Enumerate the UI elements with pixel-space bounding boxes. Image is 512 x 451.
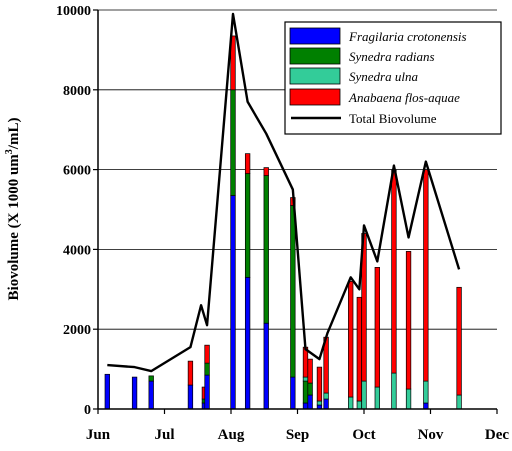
bar-segment-synedra-ulna xyxy=(423,380,429,404)
legend: Fragilaria crotonensis Synedra radians Syn… xyxy=(284,21,502,135)
bar-segment-synedra-ulna xyxy=(391,372,397,410)
bar-stacks xyxy=(104,35,462,410)
bar-stack xyxy=(104,373,110,410)
y-tick-label: 2000 xyxy=(63,323,91,338)
bar-segment-anabaena-flos-aquae xyxy=(263,167,269,176)
bar-segment-fragilaria-crotonensis xyxy=(230,195,236,410)
bar-segment-anabaena-flos-aquae xyxy=(230,35,236,91)
bar-segment-anabaena-flos-aquae xyxy=(423,169,429,382)
bar-stack xyxy=(187,360,194,410)
x-tick-label: Sep xyxy=(286,427,309,443)
y-axis-title-superscript: 3 xyxy=(4,149,15,154)
bar-segment-fragilaria-crotonensis xyxy=(307,394,313,410)
bar-stack xyxy=(405,251,412,410)
bar-segment-synedra-ulna xyxy=(361,380,367,410)
x-tick-label: Nov xyxy=(418,427,444,443)
y-axis-title: Biovolume (X 1000 um3/mL) xyxy=(4,118,22,301)
bar-stack xyxy=(423,169,429,410)
bar-stack xyxy=(374,267,380,410)
bar-segment-synedra-radians xyxy=(290,205,296,378)
y-tick-label: 10000 xyxy=(56,4,91,19)
bar-segment-anabaena-flos-aquae xyxy=(348,280,354,398)
x-tick-label: Jul xyxy=(154,427,174,443)
bar-stack xyxy=(391,169,397,410)
bar-segment-fragilaria-crotonensis xyxy=(244,276,251,410)
bar-segment-synedra-radians xyxy=(204,362,210,376)
legend-label-total-biovolume: Total Biovolume xyxy=(349,111,437,126)
bar-segment-fragilaria-crotonensis xyxy=(290,376,296,410)
bar-segment-fragilaria-crotonensis xyxy=(148,380,154,410)
bar-segment-synedra-radians xyxy=(148,375,154,382)
bar-stack xyxy=(456,286,462,410)
bar-stack xyxy=(307,358,313,410)
legend-swatch-synedra-radians xyxy=(289,47,341,65)
legend-label-synedra-radians: Synedra radians xyxy=(349,49,435,64)
bar-segment-anabaena-flos-aquae xyxy=(316,366,323,402)
bar-segment-synedra-ulna xyxy=(302,376,309,382)
bar-segment-anabaena-flos-aquae xyxy=(244,153,251,174)
bar-segment-synedra-radians xyxy=(302,380,309,404)
bar-segment-anabaena-flos-aquae xyxy=(391,169,397,374)
bar-segment-synedra-ulna xyxy=(456,394,462,410)
legend-swatch-fragilaria-crotonensis xyxy=(289,27,341,45)
bar-stack xyxy=(131,376,138,410)
y-tick-label: 4000 xyxy=(63,243,91,258)
bar-segment-fragilaria-crotonensis xyxy=(423,402,429,410)
y-axis-title-end: /mL) xyxy=(6,118,22,151)
legend-label-fragilaria-crotonensis: Fragilaria crotonensis xyxy=(348,29,467,44)
bar-segment-fragilaria-crotonensis xyxy=(263,322,269,410)
bar-segment-synedra-ulna xyxy=(405,388,412,410)
total-biovolume-line xyxy=(107,12,461,373)
y-tick-label: 8000 xyxy=(63,84,91,99)
bar-segment-fragilaria-crotonensis xyxy=(104,373,110,410)
bar-stack xyxy=(302,346,309,410)
bar-segment-synedra-ulna xyxy=(316,400,323,406)
bar-segment-anabaena-flos-aquae xyxy=(405,251,412,390)
bar-segment-synedra-ulna xyxy=(374,386,380,410)
x-tick-label: Aug xyxy=(218,427,245,443)
bar-stack xyxy=(290,197,296,410)
bar-segment-synedra-ulna xyxy=(323,392,329,400)
bar-segment-synedra-radians xyxy=(230,89,236,196)
legend-swatch-anabaena-flos-aquae xyxy=(289,88,341,106)
bar-segment-synedra-ulna xyxy=(356,400,362,410)
x-tick-label: Dec xyxy=(485,427,509,443)
legend-label-synedra-ulna: Synedra ulna xyxy=(349,69,418,84)
bar-stack xyxy=(244,153,251,410)
y-tick-label: 6000 xyxy=(63,164,91,179)
bar-segment-fragilaria-crotonensis xyxy=(204,374,210,410)
bar-segment-anabaena-flos-aquae xyxy=(204,344,210,364)
bar-stack xyxy=(316,366,323,410)
y-axis-title-main: Biovolume (X 1000 um xyxy=(6,154,22,301)
x-tick-label: Jun xyxy=(86,427,111,443)
axes: 0 2000 4000 6000 8000 10000 Jun Jul Aug Sep Oct Nov… xyxy=(56,4,509,443)
bar-stack xyxy=(148,375,154,410)
bar-stack xyxy=(348,280,354,410)
bar-stack xyxy=(356,296,362,410)
bar-segment-anabaena-flos-aquae xyxy=(187,360,194,386)
bar-segment-fragilaria-crotonensis xyxy=(302,402,309,410)
bar-segment-fragilaria-crotonensis xyxy=(187,384,194,410)
bar-segment-anabaena-flos-aquae xyxy=(307,358,313,384)
y-tick-label: 0 xyxy=(84,403,91,418)
bar-stack xyxy=(230,35,236,410)
bar-segment-synedra-ulna xyxy=(348,396,354,410)
legend-label-anabaena-flos-aquae: Anabaena flos-aquae xyxy=(348,90,460,105)
bar-stack xyxy=(323,336,329,410)
bar-segment-synedra-radians xyxy=(263,175,269,324)
bar-segment-synedra-radians xyxy=(307,382,313,396)
bar-segment-synedra-radians xyxy=(244,173,251,278)
bar-segment-anabaena-flos-aquae xyxy=(374,267,380,388)
x-tick-label: Oct xyxy=(352,427,375,443)
bar-segment-fragilaria-crotonensis xyxy=(131,376,138,410)
bar-segment-fragilaria-crotonensis xyxy=(323,398,329,410)
total-biovolume-polyline xyxy=(107,12,461,373)
bar-stack xyxy=(204,344,210,410)
legend-swatch-synedra-ulna xyxy=(289,67,341,85)
bar-stack xyxy=(263,167,269,410)
bar-segment-anabaena-flos-aquae xyxy=(456,286,462,396)
bar-segment-anabaena-flos-aquae xyxy=(356,296,362,402)
